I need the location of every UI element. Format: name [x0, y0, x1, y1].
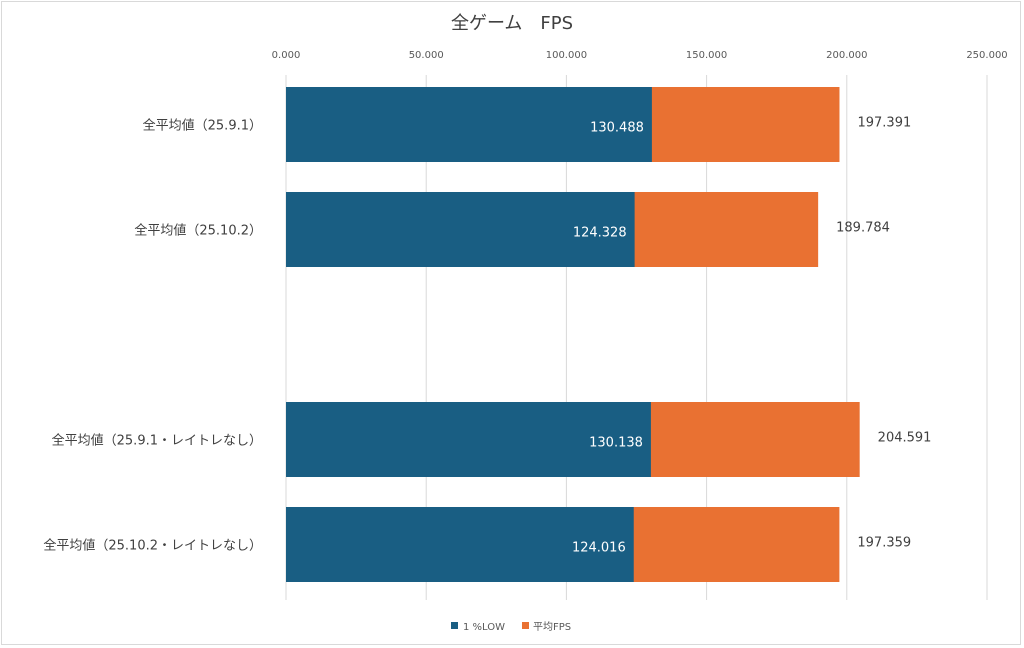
bar-1pct-low: [286, 87, 652, 162]
category-label: 全平均値（25.9.1）: [143, 118, 262, 134]
data-label-avg-fps: 197.359: [857, 536, 911, 551]
bar-1pct-low: [286, 402, 651, 477]
x-tick-label: 100.000: [546, 50, 587, 61]
data-label-1pct-low: 130.138: [589, 436, 643, 451]
bar-1pct-low: [286, 192, 635, 267]
category-label: 全平均値（25.9.1・レイトレなし）: [52, 433, 262, 449]
data-label-1pct-low: 124.328: [573, 226, 627, 241]
legend-label-avg-fps: 平均FPS: [533, 621, 571, 633]
data-label-1pct-low: 124.016: [572, 541, 626, 556]
x-tick-label: 50.000: [409, 50, 444, 61]
legend-swatch-1pct-low: [451, 622, 458, 629]
category-label: 全平均値（25.10.2・レイトレなし）: [43, 538, 262, 554]
legend-swatch-avg-fps: [522, 622, 529, 629]
data-label-avg-fps: 204.591: [878, 431, 932, 446]
category-label: 全平均値（25.10.2）: [134, 223, 262, 239]
data-label-avg-fps: 197.391: [857, 116, 911, 131]
legend-label-1pct-low: 1 %LOW: [463, 622, 505, 633]
x-tick-label: 200.000: [826, 50, 867, 61]
x-tick-label: 0.000: [272, 50, 301, 61]
chart-title: 全ゲーム FPS: [451, 13, 573, 34]
bar-1pct-low: [286, 507, 634, 582]
data-label-avg-fps: 189.784: [836, 221, 890, 236]
x-tick-label: 250.000: [966, 50, 1007, 61]
data-label-1pct-low: 130.488: [590, 121, 644, 136]
x-tick-label: 150.000: [686, 50, 727, 61]
